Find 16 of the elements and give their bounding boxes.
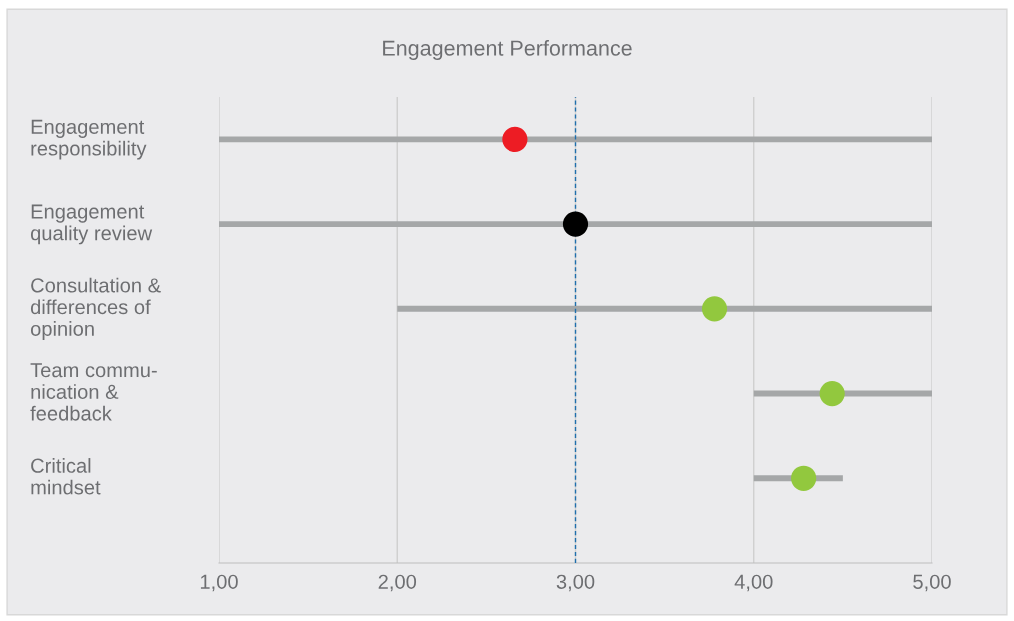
point: [701, 296, 728, 322]
x-tick-label: 1,00: [200, 574, 238, 592]
x-tick-label: 2,00: [378, 574, 417, 592]
point: [791, 465, 817, 491]
y-tick-label: Consultation & differences of opinion: [30, 277, 161, 340]
point: [502, 126, 528, 152]
y-tick-label: Engagement responsibility: [31, 119, 147, 160]
y-tick-label: Engagement quality review: [30, 204, 153, 245]
point: [562, 211, 589, 237]
x-tick-label: 3,00: [556, 574, 595, 592]
chart-title: Engagement Performance: [383, 39, 632, 61]
y-tick-label: Critical mindset: [31, 458, 101, 495]
y-tick-label: Team commu- nication & feedback: [30, 363, 157, 421]
x-tick-label: 5,00: [913, 574, 951, 592]
point: [819, 380, 845, 407]
x-tick-label: 4,00: [734, 574, 773, 592]
